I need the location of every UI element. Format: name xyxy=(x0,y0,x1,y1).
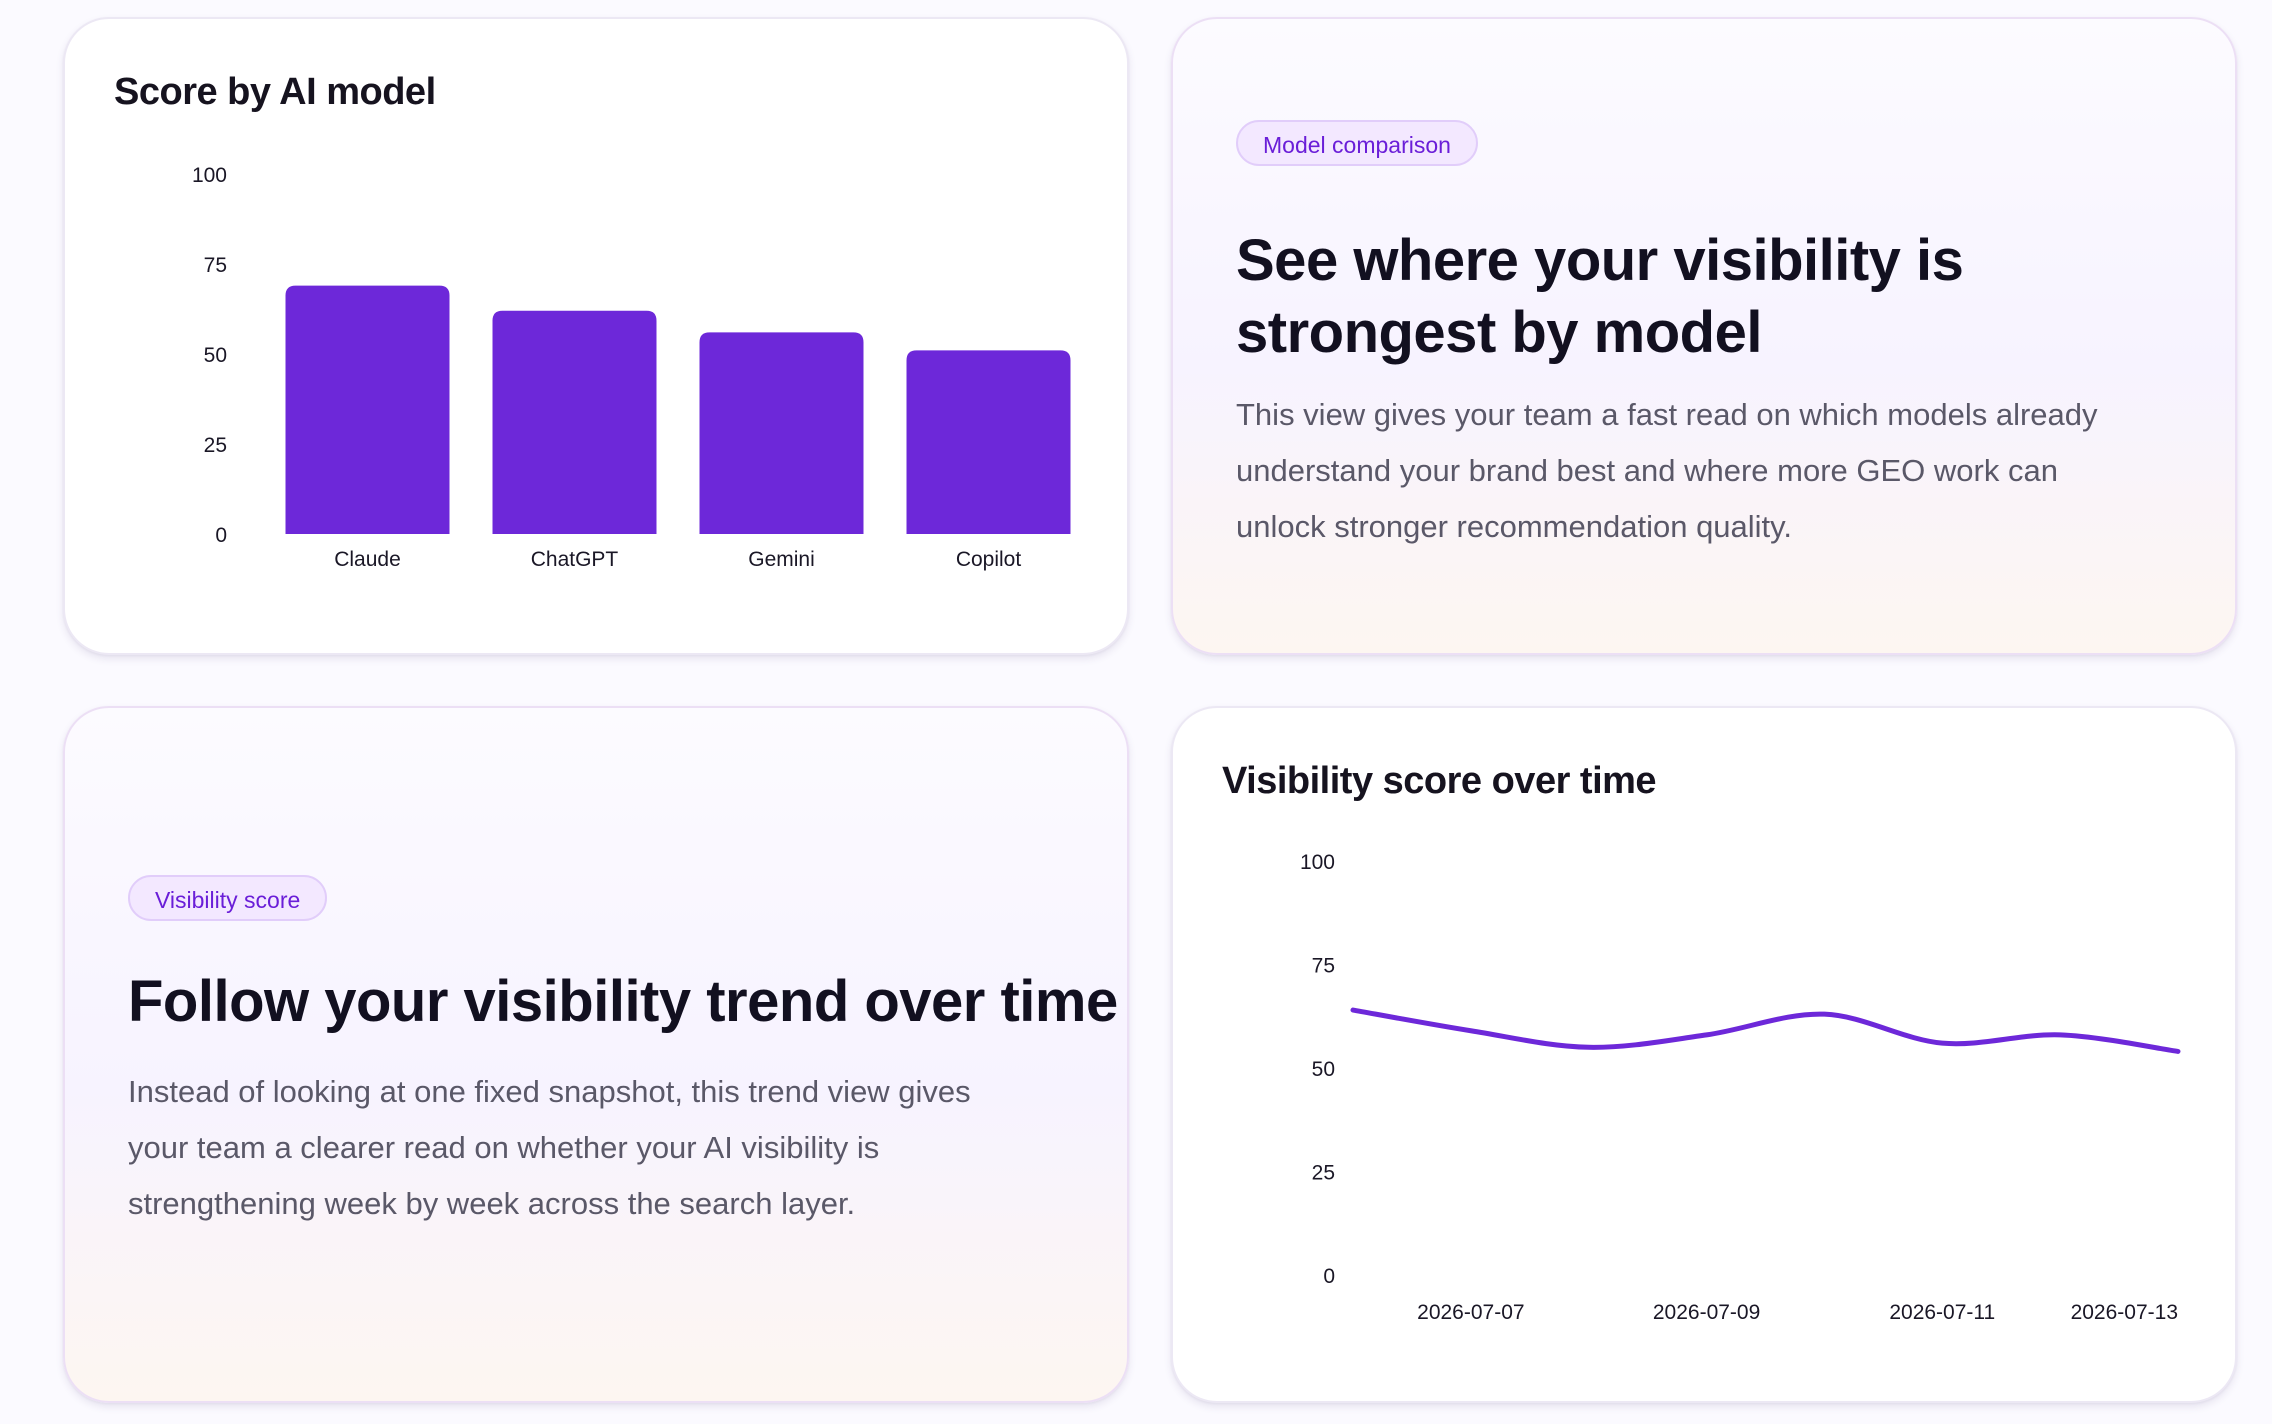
line-chart-card: Visibility score over time 0 25 50 75 100 202… xyxy=(1171,706,2237,1403)
model-comparison-pill: Model comparison xyxy=(1236,120,1478,166)
bar-copilot xyxy=(906,350,1071,534)
model-comparison-body-line-1: This view gives your team a fast read on… xyxy=(1236,397,2098,432)
visibility-trend-body: Instead of looking at one fixed snapshot… xyxy=(128,1064,971,1232)
model-comparison-body-line-2: understand your brand best and where mor… xyxy=(1236,453,2058,488)
line-x-tick-label: 2026-07-07 xyxy=(1417,1301,1524,1324)
line-x-tick-label: 2026-07-13 xyxy=(2071,1301,2178,1324)
visibility-score-pill: Visibility score xyxy=(128,875,328,921)
model-comparison-heading-line-1: See where your visibility is xyxy=(1236,228,1964,293)
line-y-tick-label: 25 xyxy=(1312,1162,1335,1185)
line-y-tick-label: 0 xyxy=(1323,1265,1335,1288)
visibility-trend-card: Visibility score Follow your visibility … xyxy=(63,706,1129,1403)
line-y-tick-label: 100 xyxy=(1300,851,1335,874)
line-x-tick-label: 2026-07-09 xyxy=(1653,1301,1760,1324)
bar-claude xyxy=(285,285,450,534)
model-comparison-card: Model comparison See where your visibili… xyxy=(1171,17,2237,655)
visibility-trend-body-line-3: strengthening week by week across the se… xyxy=(128,1186,856,1221)
bar-y-tick-label: 0 xyxy=(215,524,227,547)
bar-y-tick-label: 100 xyxy=(192,164,227,187)
bar-chatgpt xyxy=(492,310,657,534)
bar-x-tick-label: ChatGPT xyxy=(531,548,619,571)
line-chart: 0 25 50 75 100 2026-07-07 2026-07-09 2026-07-11… xyxy=(1300,851,2181,1324)
bar-x-tick-label: Gemini xyxy=(748,548,815,571)
visibility-trend-heading: Follow your visibility trend over time xyxy=(128,969,1118,1034)
line-x-tick-label: 2026-07-11 xyxy=(1889,1301,1995,1324)
line-series-0 xyxy=(1350,1007,2181,1054)
model-comparison-heading-line-2: strongest by model xyxy=(1236,300,1762,365)
bar-chart-card: Score by AI model 0 25 50 75 100 Claude ChatGP… xyxy=(63,17,1129,655)
model-comparison-body-line-3: unlock stronger recommendation quality. xyxy=(1236,509,1792,544)
bar-y-tick-label: 25 xyxy=(204,434,227,457)
visibility-trend-body-line-2: your team a clearer read on whether your… xyxy=(128,1130,880,1165)
bar-y-tick-label: 50 xyxy=(204,344,227,367)
bar-x-tick-label: Copilot xyxy=(956,548,1022,571)
model-comparison-heading: See where your visibility is strongest b… xyxy=(1236,225,1964,369)
line-chart-title: Visibility score over time xyxy=(1222,760,1657,802)
model-comparison-body: This view gives your team a fast read on… xyxy=(1236,387,2098,555)
visibility-trend-body-line-1: Instead of looking at one fixed snapshot… xyxy=(128,1074,971,1109)
line-y-tick-label: 50 xyxy=(1312,1058,1335,1081)
bar-y-tick-label: 75 xyxy=(204,254,227,277)
line-y-tick-label: 75 xyxy=(1312,955,1335,978)
bar-x-tick-label: Claude xyxy=(334,548,401,571)
bar-chart-title: Score by AI model xyxy=(114,71,436,113)
bar-chart: 0 25 50 75 100 Claude ChatGPT Gemini Copilot xyxy=(192,164,1071,571)
bar-gemini xyxy=(699,332,864,534)
